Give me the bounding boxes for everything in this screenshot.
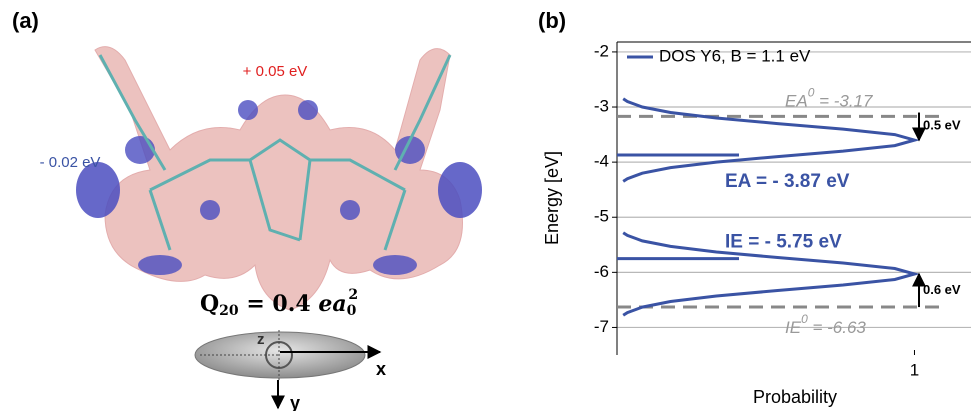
x-tick-label: 1 bbox=[910, 360, 919, 379]
y-tick-label: -4 bbox=[594, 152, 609, 171]
panel-a: (a) + 0.05 eV - 0.02 eV Q20 = 0.4 ea02 z… bbox=[12, 8, 482, 411]
reference-label: EA0 = -3.17 bbox=[785, 86, 873, 111]
panel-label: (b) bbox=[538, 8, 566, 33]
annotation: + 0.05 eV bbox=[243, 63, 308, 80]
axis-label: z bbox=[257, 331, 265, 348]
y-tick-label: -3 bbox=[594, 97, 609, 116]
y-tick-label: -2 bbox=[594, 41, 609, 60]
gap-label: 0.6 eV bbox=[923, 282, 961, 297]
formula: Q20 = 0.4 ea02 bbox=[200, 287, 358, 319]
label-part: = -6.63 bbox=[808, 319, 867, 338]
label-part: = -3.17 bbox=[814, 92, 873, 111]
panel-label: (a) bbox=[12, 8, 39, 33]
annotation: - 0.02 eV bbox=[40, 154, 101, 171]
dos-curve bbox=[622, 97, 921, 317]
legend-label: DOS Y6, B = 1.1 eV bbox=[659, 46, 811, 65]
label-part: IE bbox=[785, 319, 802, 338]
y-tick-label: -5 bbox=[594, 207, 609, 226]
molecule bbox=[76, 46, 482, 311]
level-label: EA = - 3.87 eV bbox=[725, 171, 850, 192]
label-part: 0 bbox=[808, 86, 815, 100]
x-axis-title: Probability bbox=[753, 387, 837, 407]
ellipsoid bbox=[194, 331, 366, 379]
reference-label: IE0 = -6.63 bbox=[785, 312, 866, 337]
y-axis-title: Energy [eV] bbox=[542, 151, 562, 245]
y-tick-label: -7 bbox=[594, 317, 609, 336]
label-part: EA bbox=[785, 92, 808, 111]
level-label: IE = - 5.75 eV bbox=[725, 232, 842, 253]
label-part: 0 bbox=[801, 312, 808, 326]
axis-label: y bbox=[290, 393, 300, 411]
gap-label: 0.5 eV bbox=[923, 118, 961, 133]
axis-label: x bbox=[376, 359, 386, 379]
y-tick-label: -6 bbox=[594, 262, 609, 281]
